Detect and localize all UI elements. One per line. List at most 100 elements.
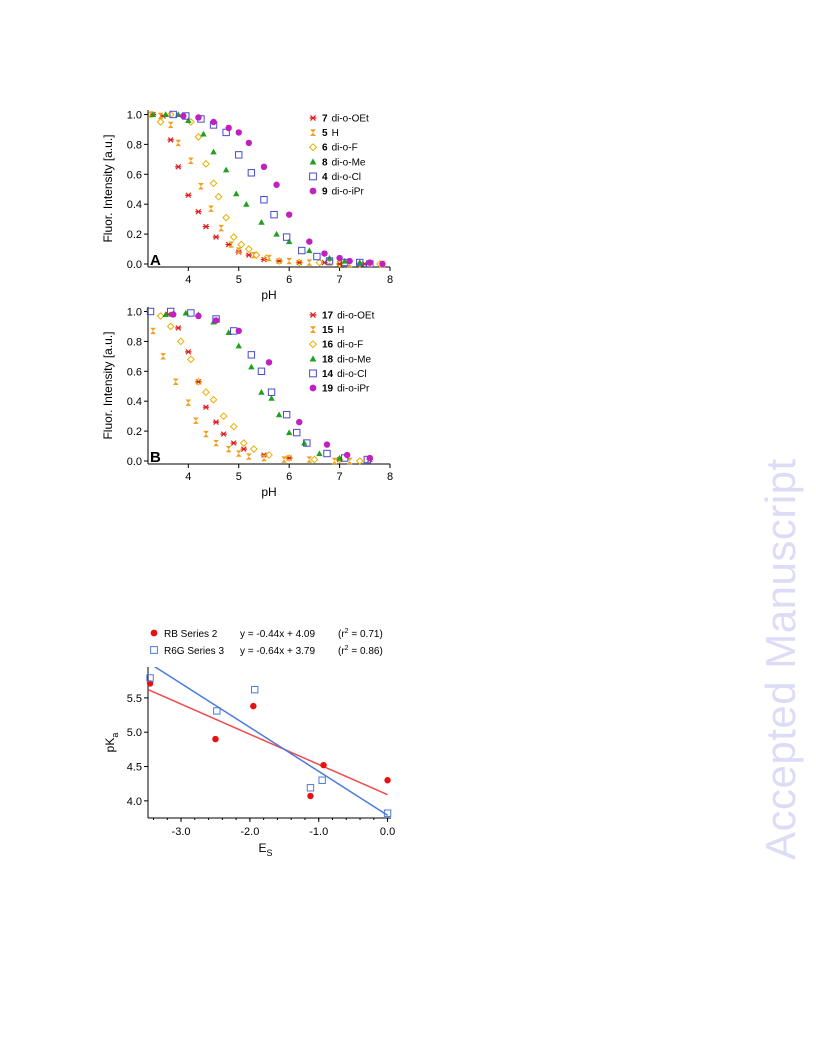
- data-point: [258, 218, 265, 225]
- marker-circle: [296, 418, 303, 426]
- marker-hourglass: [286, 257, 293, 265]
- data-point: [212, 234, 220, 240]
- marker-square: [235, 151, 243, 159]
- marker-diamond: [355, 260, 364, 268]
- legend-equation: y = -0.44x + 4.09: [240, 629, 315, 640]
- legend-entry: 19 di-o-iPr: [322, 384, 370, 395]
- data-point: [213, 707, 221, 715]
- marker-circle: [366, 454, 374, 462]
- marker-triangle: [222, 166, 230, 173]
- legend-compound-number: 6: [322, 143, 328, 154]
- data-point: [336, 254, 343, 262]
- marker-square: [309, 172, 317, 181]
- data-point: [298, 246, 306, 255]
- data-point: [213, 439, 219, 447]
- x-axis-title: pH: [261, 288, 276, 302]
- marker-circle: [235, 129, 242, 136]
- data-point: [285, 238, 293, 245]
- marker-circle: [235, 327, 242, 335]
- data-point: [175, 325, 182, 331]
- marker-circle: [384, 777, 391, 784]
- marker-asterisk: [220, 431, 227, 437]
- data-point: [268, 395, 275, 401]
- marker-triangle: [356, 259, 363, 266]
- marker-diamond: [194, 377, 203, 386]
- x-axis-title: pH: [261, 485, 276, 499]
- data-point: [210, 148, 217, 155]
- marker-asterisk: [212, 234, 220, 240]
- marker-square: [282, 410, 291, 419]
- data-point: [210, 118, 217, 126]
- y-tick-label: 0.4: [127, 199, 142, 211]
- legend-marker: [309, 187, 317, 195]
- data-point: [212, 735, 219, 743]
- y-tick-label: 5.0: [127, 727, 142, 739]
- marker-triangle: [309, 355, 317, 362]
- data-point: [296, 418, 303, 426]
- marker-square: [383, 809, 392, 817]
- x-tick-label: 7: [337, 274, 343, 286]
- legend-series-name: di-o-iPr: [332, 187, 365, 198]
- marker-asterisk: [309, 115, 317, 121]
- marker-hourglass: [306, 259, 313, 266]
- marker-circle: [306, 238, 313, 245]
- data-point: [169, 110, 177, 119]
- legend-compound-number: 7: [322, 114, 328, 125]
- legend-entry: 14 di-o-Cl: [322, 369, 367, 380]
- marker-hourglass: [187, 157, 194, 165]
- marker-hourglass: [160, 353, 167, 360]
- marker-asterisk: [240, 446, 247, 452]
- marker-hourglass: [235, 247, 242, 254]
- marker-hourglass: [203, 430, 209, 438]
- marker-diamond: [244, 245, 253, 253]
- data-point: [156, 312, 165, 320]
- marker-diamond: [202, 388, 210, 397]
- y-tick-label: 0.2: [127, 426, 142, 438]
- y-tick-label: 4.0: [127, 796, 142, 808]
- y-tick-label: 0.8: [127, 139, 142, 151]
- data-point: [281, 456, 288, 463]
- data-point: [167, 137, 174, 143]
- legend-series-name: di-o-Me: [332, 157, 366, 168]
- marker-triangle: [162, 311, 169, 318]
- marker-asterisk: [195, 378, 202, 385]
- data-point: [235, 247, 242, 254]
- data-point: [273, 181, 280, 188]
- marker-circle: [195, 312, 202, 320]
- legend-marker: [150, 646, 158, 654]
- marker-diamond: [237, 240, 246, 249]
- marker-asterisk: [175, 325, 182, 331]
- data-point: [229, 233, 238, 242]
- y-tick-label: 1.0: [127, 306, 142, 318]
- marker-hourglass: [175, 139, 182, 147]
- legend-marker: [309, 369, 317, 378]
- data-point: [146, 307, 155, 316]
- marker-hourglass: [326, 259, 333, 266]
- marker-square: [150, 646, 158, 654]
- r-squared-prefix: (r: [338, 646, 345, 657]
- marker-diamond: [219, 412, 228, 421]
- y-tick-label: 0.0: [127, 456, 142, 468]
- legend-entry: 6 di-o-F: [322, 143, 358, 154]
- marker-diamond: [156, 118, 165, 126]
- marker-hourglass: [185, 399, 192, 406]
- legend-compound-number: 4: [322, 172, 328, 183]
- marker-diamond: [262, 254, 271, 262]
- legend-series-name: di-o-Cl: [332, 172, 361, 183]
- data-point: [185, 349, 192, 355]
- marker-square: [323, 449, 331, 458]
- data-point: [252, 251, 261, 259]
- marker-circle: [379, 260, 386, 268]
- data-point: [275, 411, 283, 418]
- data-point: [323, 441, 331, 448]
- marker-hourglass: [150, 327, 156, 335]
- data-point: [260, 196, 268, 204]
- data-point: [356, 258, 364, 267]
- data-point: [310, 455, 319, 464]
- marker-asterisk: [245, 252, 253, 258]
- data-point: [146, 680, 154, 687]
- x-axis-title-main: E: [258, 841, 266, 855]
- data-point: [262, 254, 271, 262]
- data-point: [202, 159, 210, 168]
